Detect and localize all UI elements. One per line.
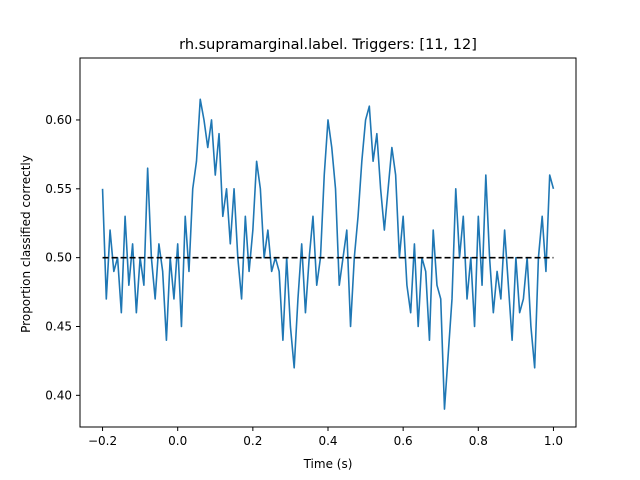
x-tick-label: −0.2 [88, 434, 117, 448]
x-axis-ticks: −0.2 0.0 0.2 0.4 0.6 0.8 1.0 [88, 427, 563, 448]
y-axis-label: Proportion classified correctly [19, 155, 33, 333]
y-tick-label: 0.55 [45, 182, 72, 196]
accuracy-series-line [101, 98, 555, 410]
axes-frame [79, 57, 577, 428]
y-tick-label: 0.50 [45, 251, 72, 265]
y-tick-label: 0.45 [45, 319, 72, 333]
chart-title: rh.supramarginal.label. Triggers: [11, 1… [179, 37, 477, 53]
x-tick-label: 0.2 [243, 434, 262, 448]
x-tick-label: 0.0 [168, 434, 187, 448]
y-axis-ticks: 0.40 0.45 0.50 0.55 0.60 [45, 113, 80, 402]
x-tick-label: 0.4 [318, 434, 337, 448]
y-tick-label: 0.60 [45, 113, 72, 127]
x-tick-label: 0.6 [394, 434, 413, 448]
x-tick-label: 1.0 [544, 434, 563, 448]
x-tick-label: 0.8 [469, 434, 488, 448]
plot-area [101, 98, 555, 410]
x-axis-label: Time (s) [303, 457, 353, 471]
y-tick-label: 0.40 [45, 388, 72, 402]
